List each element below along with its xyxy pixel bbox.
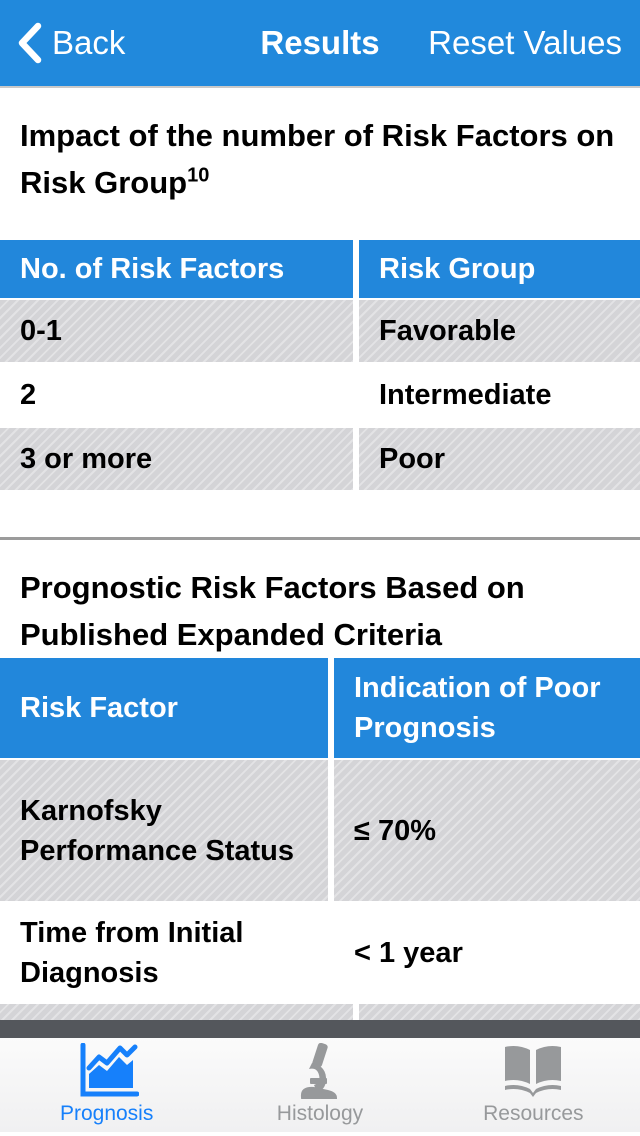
tab-resources[interactable]: Resources — [427, 1038, 640, 1132]
table-cell — [0, 1004, 353, 1020]
page-title: Results — [260, 24, 380, 61]
microscope-icon — [297, 1042, 343, 1100]
tab-label: Resources — [483, 1102, 584, 1125]
column-header: Indication of Poor Prognosis — [334, 658, 640, 758]
back-button-label: Back — [52, 24, 126, 61]
book-icon — [502, 1042, 564, 1100]
table-cell — [359, 1004, 640, 1020]
table-row: 0-1 Favorable — [0, 300, 640, 362]
section1-heading-footnote: 10 — [187, 164, 210, 187]
table-cell: 2 — [20, 379, 37, 411]
risk-group-table: No. of Risk Factors Risk Group 0-1 Favor… — [0, 240, 640, 490]
tab-bar: Prognosis Histology — [0, 1038, 640, 1132]
table-cell: ≤ 70% — [334, 760, 640, 901]
tab-label: Prognosis — [59, 1102, 154, 1125]
table-cell: < 1 year — [354, 936, 463, 969]
column-header: Risk Factor — [0, 658, 328, 758]
column-header: No. of Risk Factors — [0, 240, 353, 298]
back-chevron-icon — [18, 22, 42, 64]
table-cell: 3 or more — [0, 428, 353, 490]
column-header: Risk Group — [359, 240, 640, 298]
prognostic-factors-table: Risk Factor Indication of Poor Prognosis… — [0, 658, 640, 1020]
nav-bar: Back Results Reset Values — [0, 0, 640, 88]
table-cell: Time from Initial Diagnosis — [20, 916, 244, 989]
table-header-row: Risk Factor Indication of Poor Prognosis — [0, 658, 640, 758]
section-divider — [0, 537, 640, 540]
table-cell: Intermediate — [379, 379, 552, 411]
table-row: 3 or more Poor — [0, 428, 640, 490]
table-cell: Karnofsky Performance Status — [0, 760, 328, 901]
table-cell: Favorable — [359, 300, 640, 362]
tab-label: Histology — [276, 1102, 364, 1125]
table-row-partial — [0, 1004, 640, 1020]
tab-prognosis[interactable]: Prognosis — [0, 1038, 213, 1132]
table-header-row: No. of Risk Factors Risk Group — [0, 240, 640, 298]
chart-icon — [75, 1042, 139, 1100]
tab-histology[interactable]: Histology — [213, 1038, 426, 1132]
table-row: Time from Initial Diagnosis < 1 year — [0, 903, 640, 1002]
section1-heading: Impact of the number of Risk Factors on … — [20, 112, 620, 206]
section2-heading: Prognostic Risk Factors Based on Publish… — [20, 570, 525, 652]
section1-heading-text: Impact of the number of Risk Factors on … — [20, 118, 615, 200]
reset-values-button[interactable]: Reset Values — [428, 24, 622, 61]
table-row: 2 Intermediate — [0, 364, 640, 426]
back-button[interactable]: Back — [18, 22, 125, 64]
table-cell: 0-1 — [0, 300, 353, 362]
table-cell: Poor — [359, 428, 640, 490]
table-row: Karnofsky Performance Status ≤ 70% — [0, 760, 640, 901]
dark-divider-bar — [0, 1020, 640, 1038]
